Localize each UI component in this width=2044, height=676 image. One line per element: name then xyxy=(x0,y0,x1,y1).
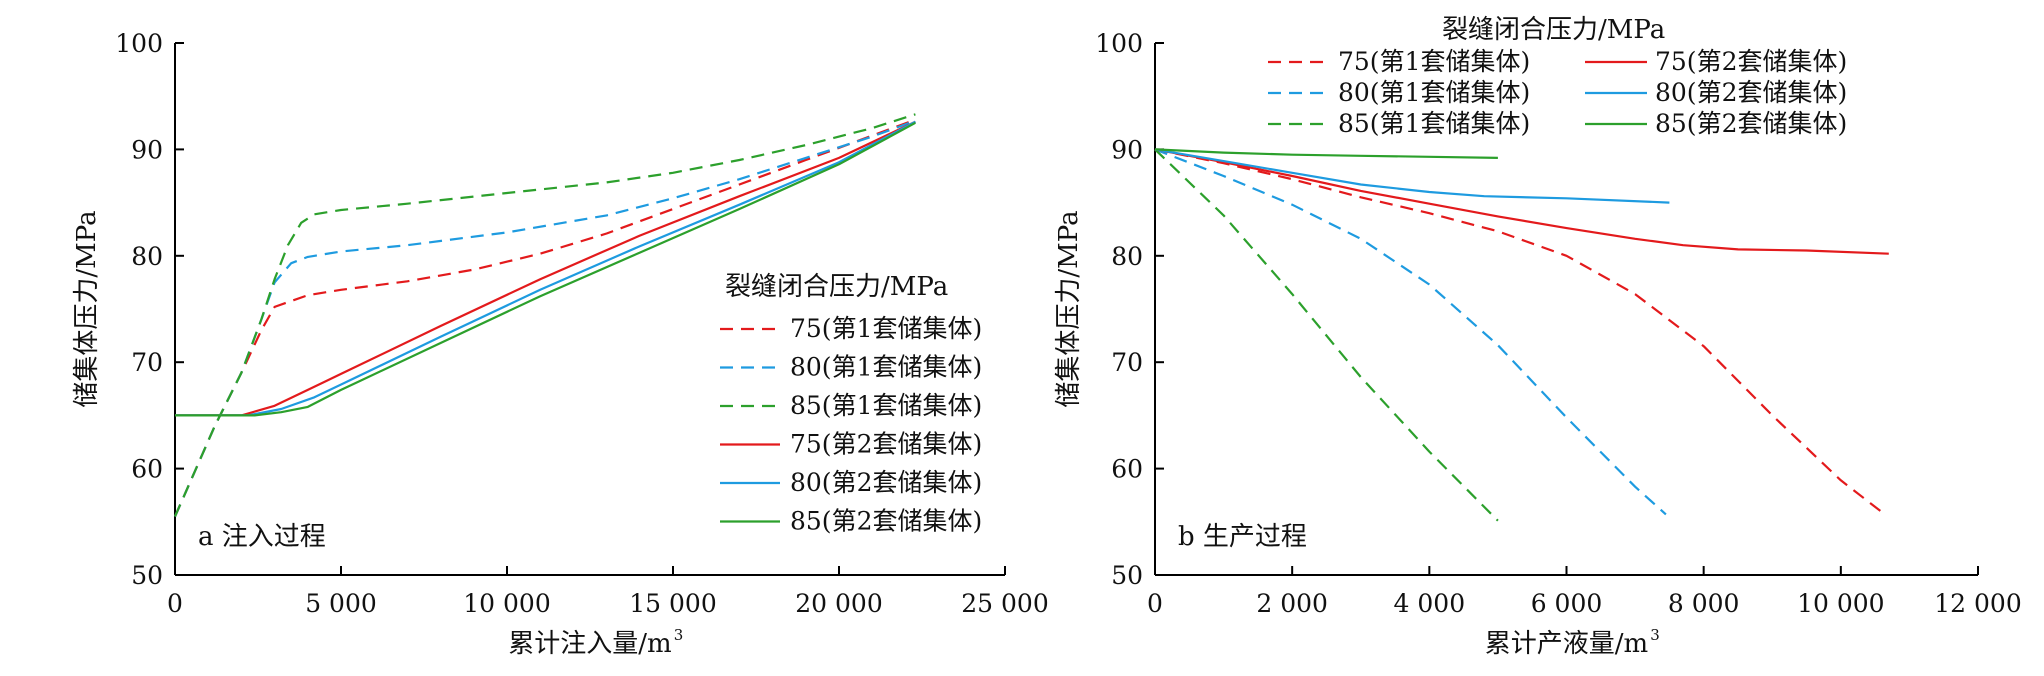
panel-label: b 生产过程 xyxy=(1178,522,1307,552)
x-axis-label: 累计注入量/m xyxy=(508,629,671,659)
series-line-2 xyxy=(173,119,916,517)
legend-entry: 85(第2套储集体) xyxy=(1655,109,1847,138)
series-line-4 xyxy=(175,120,916,417)
y-tick-label: 50 xyxy=(1111,561,1143,590)
y-tick-label: 50 xyxy=(131,561,163,590)
legend-entry: 80(第2套储集体) xyxy=(1655,78,1847,107)
y-tick-label: 60 xyxy=(131,455,163,484)
x-axis-label: 累计产液量/m xyxy=(1485,629,1648,659)
x-tick-label: 15 000 xyxy=(629,589,716,618)
y-tick-label: 100 xyxy=(115,29,163,58)
x-tick-label: 8 000 xyxy=(1668,589,1740,618)
x-tick-label: 20 000 xyxy=(795,589,882,618)
series-line-5 xyxy=(1154,148,1670,204)
y-tick-label: 70 xyxy=(1111,348,1143,377)
series-line-3 xyxy=(173,113,916,517)
series-line-1 xyxy=(1154,148,1883,514)
legend-entry: 80(第1套储集体) xyxy=(1338,78,1530,107)
x-tick-label: 10 000 xyxy=(463,589,550,618)
legend: 裂缝闭合压力/MPa 75(第1套储集体) 80(第1套储集体) 85(第1套储集体)… xyxy=(720,272,982,536)
legend-entry: 85(第1套储集体) xyxy=(1338,109,1530,138)
legend-entry: 75(第2套储集体) xyxy=(790,430,982,459)
y-axis-label: 储集体压力/MPa xyxy=(1054,210,1084,407)
y-tick-label: 100 xyxy=(1095,29,1143,58)
y-axis-label: 储集体压力/MPa xyxy=(72,210,102,407)
y-tick-label: 90 xyxy=(131,135,163,164)
series-line-4 xyxy=(1154,148,1889,255)
chart-panel-a: 50 60 70 80 90 100 0 5 000 10 000 15 000 20 000 25 … xyxy=(72,29,1049,659)
series-line-6 xyxy=(175,121,916,417)
legend-entry: 75(第1套储集体) xyxy=(790,314,982,343)
y-tick-label: 80 xyxy=(131,242,163,271)
panel-label: a 注入过程 xyxy=(198,522,326,552)
legend-entry: 75(第1套储集体) xyxy=(1338,47,1530,76)
y-tick-label: 70 xyxy=(131,348,163,377)
legend-entry: 75(第2套储集体) xyxy=(1655,47,1847,76)
x-tick-label: 6 000 xyxy=(1531,589,1603,618)
x-tick-label: 12 000 xyxy=(1934,589,2021,618)
x-tick-label: 4 000 xyxy=(1394,589,1466,618)
legend-title: 裂缝闭合压力/MPa xyxy=(725,272,948,302)
x-axis-label-superscript: 3 xyxy=(1650,626,1660,644)
legend: 裂缝闭合压力/MPa75(第1套储集体)80(第1套储集体)85(第1套储集体)… xyxy=(1268,15,1847,138)
x-axis-label-superscript: 3 xyxy=(674,626,684,644)
x-tick-label: 0 xyxy=(1147,589,1163,618)
legend-entry: 80(第2套储集体) xyxy=(790,468,982,497)
series-line-2 xyxy=(1154,148,1667,516)
y-tick-label: 80 xyxy=(1111,242,1143,271)
series-line-3 xyxy=(1154,148,1499,522)
legend-entry: 85(第1套储集体) xyxy=(790,391,982,420)
x-tick-label: 5 000 xyxy=(305,589,377,618)
x-tick-label: 25 000 xyxy=(961,589,1048,618)
y-tick-label: 90 xyxy=(1111,135,1143,164)
x-tick-label: 10 000 xyxy=(1797,589,1884,618)
legend-entry: 80(第1套储集体) xyxy=(790,353,982,382)
x-tick-label: 0 xyxy=(167,589,183,618)
series-line-1 xyxy=(173,118,916,517)
series-line-6 xyxy=(1154,148,1498,159)
legend-title: 裂缝闭合压力/MPa xyxy=(1442,15,1665,45)
chart-panel-b: 50 60 70 80 90 100 0 2 000 4 000 6 000 8 000 10 000… xyxy=(1054,15,2022,659)
x-tick-label: 2 000 xyxy=(1256,589,1328,618)
y-tick-label: 60 xyxy=(1111,455,1143,484)
series-line-5 xyxy=(175,120,916,417)
legend-entry: 85(第2套储集体) xyxy=(790,507,982,536)
